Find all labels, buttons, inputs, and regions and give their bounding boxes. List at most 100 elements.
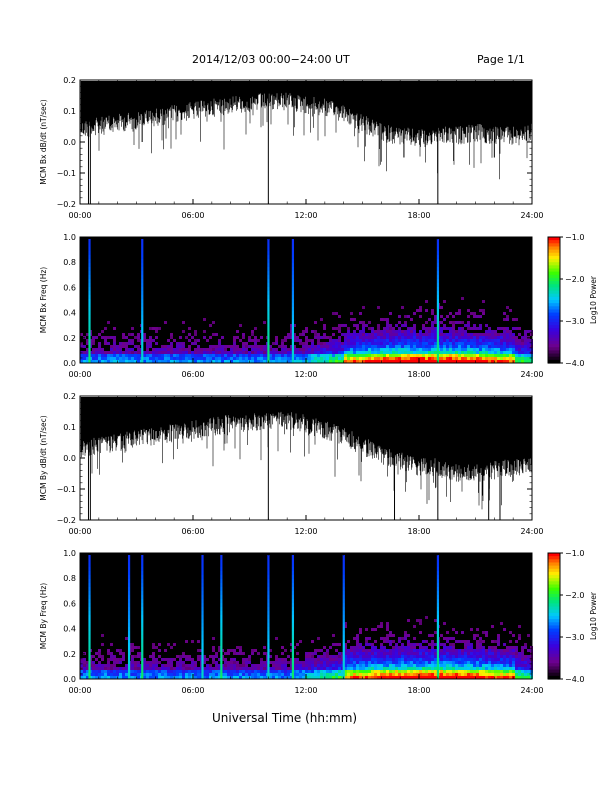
spectrogram-cell	[362, 351, 365, 354]
spectrogram-cell	[335, 348, 338, 351]
spectrogram-cell	[458, 339, 461, 342]
spectrogram-cell	[293, 676, 296, 679]
spectrogram-cell	[389, 357, 392, 360]
spectrogram-cell	[458, 658, 461, 661]
spectrogram-cell	[443, 327, 446, 330]
spectrogram-band	[220, 559, 223, 563]
spectrogram-cell	[218, 342, 221, 345]
spectrogram-band	[267, 255, 270, 259]
spectrogram-cell	[224, 658, 227, 661]
spectrogram-cell	[425, 342, 428, 345]
spectrogram-cell	[494, 351, 497, 354]
spectrogram-band	[201, 663, 204, 667]
spectrogram-cell	[344, 345, 347, 348]
colorbar-segment	[548, 271, 560, 276]
spectrogram-cell	[278, 673, 281, 676]
spectrogram-cell	[494, 348, 497, 351]
spectrogram-cell	[158, 348, 161, 351]
spectrogram-cell	[368, 342, 371, 345]
spectrogram-cell	[128, 333, 131, 336]
spectrogram-cell	[254, 673, 257, 676]
spectrogram-cell	[236, 360, 239, 363]
spectrogram-band	[291, 287, 295, 291]
spectrogram-cell	[428, 351, 431, 354]
spectrogram-cell	[158, 354, 161, 357]
spectrogram-cell	[131, 357, 134, 360]
spectrogram-cell	[317, 661, 320, 664]
spectrogram-cell	[371, 667, 374, 670]
spectrogram-cell	[386, 327, 389, 330]
spectrogram-cell	[473, 652, 476, 655]
spectrogram-band	[436, 339, 440, 343]
spectrogram-band	[141, 259, 144, 263]
colorbar-segment	[548, 331, 560, 336]
spectrogram-cell	[146, 339, 149, 342]
page-number: Page 1/1	[477, 53, 525, 66]
spectrogram-cell	[320, 664, 323, 667]
x-tick-label: 24:00	[520, 211, 543, 220]
spectrogram-cell	[482, 661, 485, 664]
spectrogram-cell	[317, 658, 320, 661]
spectrogram-cell	[149, 351, 152, 354]
spectrogram-cell	[233, 676, 236, 679]
spectrogram-cell	[182, 321, 185, 324]
spectrogram-cell	[293, 357, 296, 360]
spectrogram-cell	[392, 336, 395, 339]
spectrogram-band	[436, 659, 440, 663]
x-tick-label: 18:00	[407, 370, 430, 379]
spectrogram-cell	[95, 676, 98, 679]
colorbar-segment	[548, 359, 560, 364]
spectrogram-cell	[107, 673, 110, 676]
spectrogram-band	[88, 331, 91, 335]
spectrogram-cell	[110, 345, 113, 348]
spectrogram-band	[88, 647, 91, 651]
spectrogram-cell	[158, 661, 161, 664]
spectrogram-cell	[380, 637, 383, 640]
spectrogram-cell	[443, 676, 446, 679]
spectrogram-cell	[110, 360, 113, 363]
spectrogram-cell	[485, 676, 488, 679]
spectrogram-cell	[227, 670, 230, 673]
spectrogram-cell	[302, 667, 305, 670]
spectrogram-band	[220, 619, 223, 623]
spectrogram-cell	[434, 649, 437, 652]
spectrogram-cell	[251, 357, 254, 360]
spectrogram-cell	[299, 357, 302, 360]
spectrogram-cell	[362, 345, 365, 348]
spectrogram-cell	[311, 661, 314, 664]
spectrogram-cell	[104, 667, 107, 670]
spectrogram-cell	[290, 658, 293, 661]
spectrogram-cell	[290, 664, 293, 667]
spectrogram-cell	[182, 676, 185, 679]
spectrogram-cell	[122, 652, 125, 655]
spectrogram-cell	[104, 357, 107, 360]
spectrogram-cell	[143, 670, 146, 673]
spectrogram-cell	[245, 676, 248, 679]
spectrogram-cell	[206, 670, 209, 673]
spectrogram-cell	[302, 342, 305, 345]
spectrogram-cell	[326, 354, 329, 357]
spectrogram-cell	[485, 339, 488, 342]
spectrogram-cell	[479, 670, 482, 673]
spectrogram-cell	[413, 646, 416, 649]
spectrogram-band	[201, 591, 204, 595]
spectrogram-cell	[137, 667, 140, 670]
spectrogram-cell	[80, 360, 83, 363]
spectrogram-cell	[515, 336, 518, 339]
spectrogram-cell	[218, 646, 221, 649]
spectrogram-cell	[449, 673, 452, 676]
spectrogram-cell	[434, 357, 437, 360]
spectrogram-cell	[131, 673, 134, 676]
spectrogram-cell	[383, 655, 386, 658]
spectrogram-cell	[458, 670, 461, 673]
spectrogram-band	[291, 623, 295, 627]
spectrogram-band	[88, 555, 91, 559]
spectrogram-cell	[377, 357, 380, 360]
spectrogram-cell	[296, 664, 299, 667]
spectrogram-cell	[344, 354, 347, 357]
spectrogram-cell	[341, 661, 344, 664]
spectrogram-cell	[374, 345, 377, 348]
spectrogram-cell	[314, 333, 317, 336]
spectrogram-cell	[488, 646, 491, 649]
spectrogram-cell	[326, 348, 329, 351]
